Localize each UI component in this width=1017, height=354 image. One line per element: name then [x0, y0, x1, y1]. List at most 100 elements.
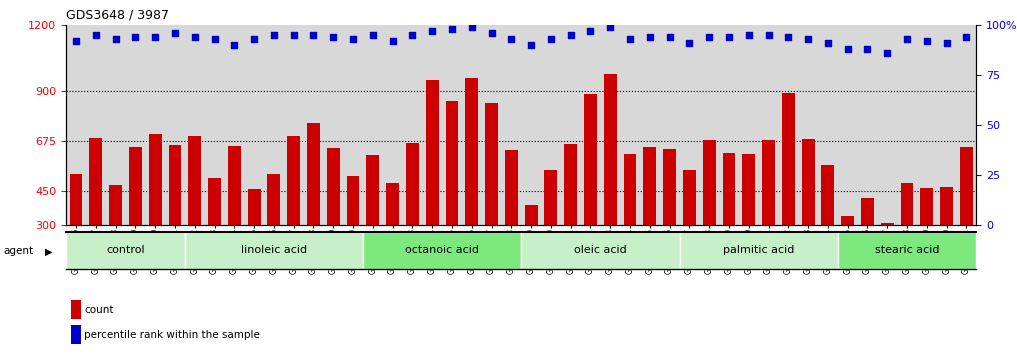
Point: [483, 30, 499, 36]
Bar: [70, 325, 80, 344]
Bar: [267, 174, 281, 291]
Bar: [347, 176, 359, 291]
Text: octanoic acid: octanoic acid: [405, 245, 479, 256]
Bar: [663, 149, 676, 291]
Text: oleic acid: oleic acid: [574, 245, 626, 256]
Bar: [169, 145, 181, 291]
Bar: [838, 232, 976, 269]
Bar: [188, 136, 201, 291]
Bar: [307, 122, 320, 291]
Text: stearic acid: stearic acid: [875, 245, 940, 256]
Point: [503, 36, 520, 42]
Bar: [485, 103, 498, 291]
Text: GDS3648 / 3987: GDS3648 / 3987: [66, 9, 169, 22]
Point: [305, 32, 321, 38]
Point: [404, 32, 420, 38]
Bar: [822, 165, 834, 291]
Point: [325, 34, 342, 40]
Point: [602, 24, 618, 30]
Point: [226, 42, 242, 48]
Bar: [248, 189, 260, 291]
Point: [899, 36, 915, 42]
Point: [859, 46, 876, 52]
Text: palmitic acid: palmitic acid: [723, 245, 794, 256]
Point: [206, 36, 223, 42]
Point: [464, 24, 480, 30]
Point: [424, 28, 440, 34]
Bar: [366, 155, 379, 291]
Bar: [521, 232, 679, 269]
Bar: [326, 148, 340, 291]
Point: [108, 36, 124, 42]
Point: [918, 38, 935, 44]
Point: [286, 32, 302, 38]
Bar: [801, 139, 815, 291]
Bar: [762, 140, 775, 291]
Bar: [782, 92, 794, 291]
Point: [661, 34, 677, 40]
Bar: [445, 102, 459, 291]
Bar: [683, 170, 696, 291]
Point: [701, 34, 717, 40]
Point: [761, 32, 777, 38]
Point: [939, 40, 955, 46]
Point: [800, 36, 817, 42]
Bar: [386, 183, 399, 291]
Point: [147, 34, 164, 40]
Bar: [960, 147, 973, 291]
Bar: [544, 170, 557, 291]
Bar: [525, 205, 538, 291]
Bar: [940, 187, 953, 291]
Point: [879, 50, 895, 56]
Bar: [69, 174, 82, 291]
Point: [443, 26, 460, 32]
Point: [721, 34, 737, 40]
Text: agent: agent: [3, 246, 34, 256]
Point: [186, 34, 202, 40]
Bar: [287, 136, 300, 291]
Bar: [66, 232, 185, 269]
Point: [780, 34, 796, 40]
Bar: [504, 150, 518, 291]
Bar: [703, 140, 716, 291]
Bar: [679, 232, 838, 269]
Text: ▶: ▶: [45, 246, 52, 256]
Bar: [644, 147, 656, 291]
Bar: [89, 138, 103, 291]
Point: [543, 36, 559, 42]
Bar: [208, 178, 221, 291]
Text: count: count: [84, 305, 114, 315]
Bar: [901, 183, 913, 291]
Point: [740, 32, 757, 38]
Bar: [109, 185, 122, 291]
Bar: [185, 232, 363, 269]
Point: [562, 32, 579, 38]
Point: [246, 36, 262, 42]
Point: [365, 32, 381, 38]
Bar: [881, 223, 894, 291]
Bar: [148, 134, 162, 291]
Point: [384, 38, 401, 44]
Point: [642, 34, 658, 40]
Point: [167, 30, 183, 36]
Point: [523, 42, 539, 48]
Bar: [623, 154, 637, 291]
Bar: [564, 144, 577, 291]
Point: [345, 36, 361, 42]
Point: [68, 38, 84, 44]
Bar: [466, 78, 478, 291]
Point: [87, 32, 104, 38]
Bar: [70, 300, 80, 319]
Bar: [722, 153, 735, 291]
Point: [265, 32, 282, 38]
Point: [622, 36, 639, 42]
Text: linoleic acid: linoleic acid: [241, 245, 307, 256]
Bar: [228, 146, 241, 291]
Bar: [406, 143, 419, 291]
Point: [583, 28, 599, 34]
Bar: [604, 74, 616, 291]
Point: [958, 34, 974, 40]
Bar: [742, 154, 756, 291]
Bar: [861, 198, 874, 291]
Text: control: control: [106, 245, 144, 256]
